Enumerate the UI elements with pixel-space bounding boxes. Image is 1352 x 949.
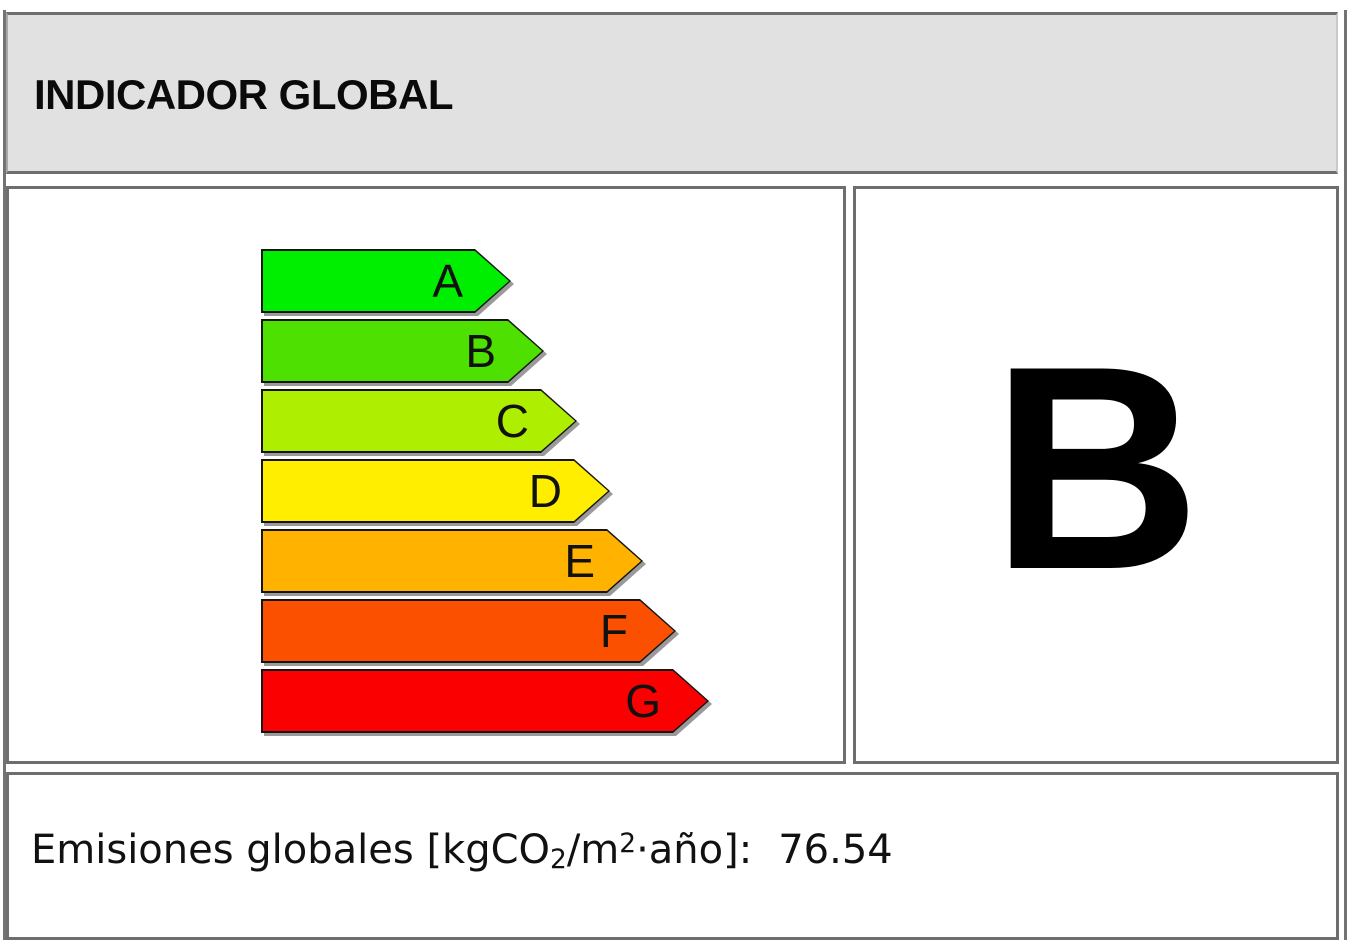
energy-bar-label-g: G xyxy=(625,675,661,727)
energy-bar-label-b: B xyxy=(465,325,496,377)
emissions-panel: Emisiones globales [kgCO2/m2·año]: 76.54 xyxy=(6,772,1339,940)
energy-bar-f: F xyxy=(261,599,676,663)
energy-bar-fill xyxy=(263,321,542,381)
energy-bar-label-a: A xyxy=(432,255,463,307)
rating-letter: B xyxy=(991,306,1201,630)
emissions-label-mid: /m xyxy=(566,827,620,873)
page-title: INDICADOR GLOBAL xyxy=(34,71,453,118)
emissions-value: 76.54 xyxy=(778,827,893,873)
emissions-label-suffix: ·año]: xyxy=(636,827,753,873)
frame-left-border xyxy=(3,10,6,940)
energy-bar-fill xyxy=(263,601,674,661)
energy-bar-label-c: C xyxy=(495,395,529,447)
energy-bar-fill xyxy=(263,251,509,311)
energy-bar-b: B xyxy=(261,319,544,383)
energy-bar-fill xyxy=(263,391,575,451)
energy-bar-c: C xyxy=(261,389,577,453)
emissions-line: Emisiones globales [kgCO2/m2·año]: 76.54 xyxy=(31,827,893,875)
energy-bar-fill xyxy=(263,671,707,731)
emissions-unit-superscript: 2 xyxy=(619,827,637,859)
energy-bar-fill xyxy=(263,461,608,521)
energy-bar-a: A xyxy=(261,249,511,313)
energy-bar-label-d: D xyxy=(528,465,562,517)
energy-bar-g: G xyxy=(261,669,709,733)
frame-right-border xyxy=(1344,10,1347,940)
energy-bar-label-e: E xyxy=(564,535,595,587)
energy-bar-d: D xyxy=(261,459,610,523)
energy-bar-e: E xyxy=(261,529,643,593)
energy-bar-fill xyxy=(263,531,641,591)
emissions-label-prefix: Emisiones globales [kgCO xyxy=(31,827,551,873)
header-band: INDICADOR GLOBAL xyxy=(6,12,1338,174)
energy-bar-label-f: F xyxy=(599,605,628,657)
emissions-unit-subscript: 2 xyxy=(550,843,567,875)
rating-result-panel: B xyxy=(853,186,1339,764)
